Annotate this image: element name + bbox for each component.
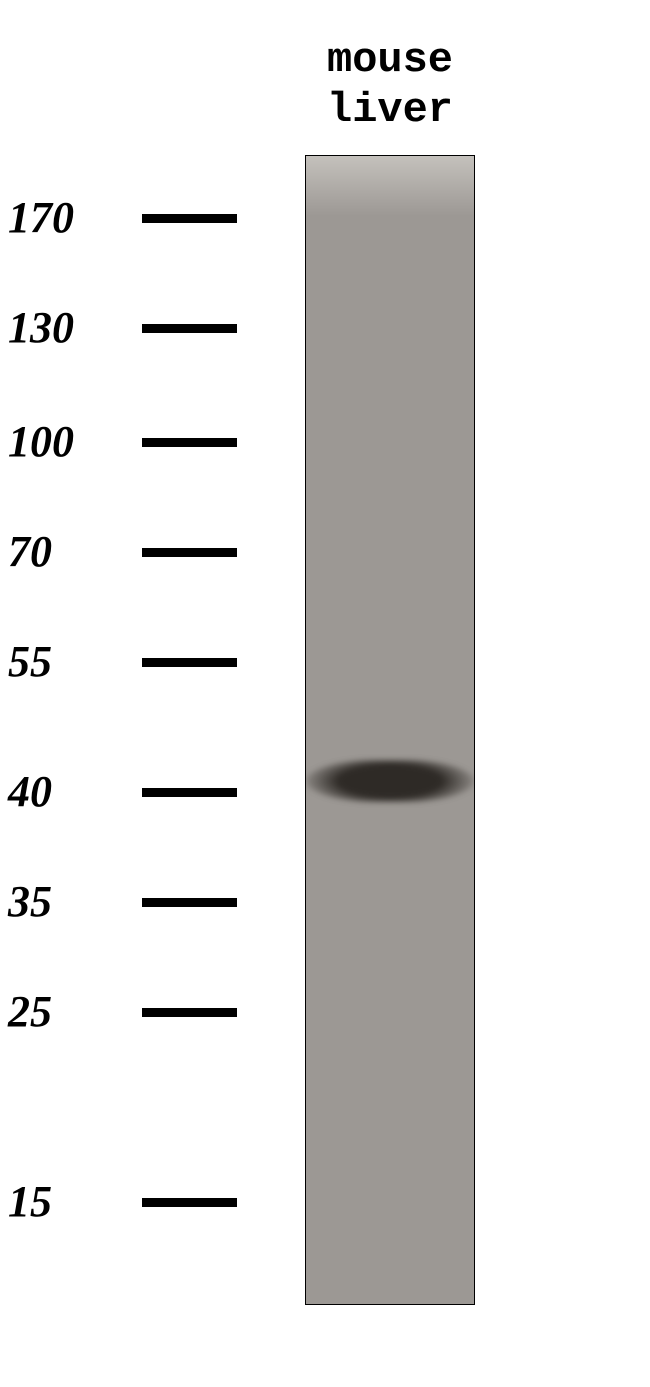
mw-tick-40 xyxy=(142,788,237,797)
mw-label-35: 35 xyxy=(8,876,52,927)
blot-lane xyxy=(305,155,475,1305)
mw-tick-25 xyxy=(142,1008,237,1017)
mw-label-25: 25 xyxy=(8,986,52,1037)
mw-label-70: 70 xyxy=(8,526,52,577)
mw-label-15: 15 xyxy=(8,1176,52,1227)
mw-tick-55 xyxy=(142,658,237,667)
lane-membrane xyxy=(306,156,474,1304)
mw-label-170: 170 xyxy=(8,192,74,243)
mw-tick-15 xyxy=(142,1198,237,1207)
lane-label-line1: mouse xyxy=(305,35,475,85)
mw-tick-170 xyxy=(142,214,237,223)
mw-label-40: 40 xyxy=(8,766,52,817)
mw-label-55: 55 xyxy=(8,636,52,687)
lane-label: mouse liver xyxy=(305,35,475,135)
mw-tick-130 xyxy=(142,324,237,333)
lane-label-line2: liver xyxy=(305,85,475,135)
mw-tick-100 xyxy=(142,438,237,447)
mw-tick-35 xyxy=(142,898,237,907)
mw-label-130: 130 xyxy=(8,302,74,353)
mw-tick-70 xyxy=(142,548,237,557)
western-blot-figure: mouse liver 170 130 100 70 55 40 35 25 15 xyxy=(0,0,650,1387)
protein-band xyxy=(306,760,474,802)
mw-label-100: 100 xyxy=(8,416,74,467)
